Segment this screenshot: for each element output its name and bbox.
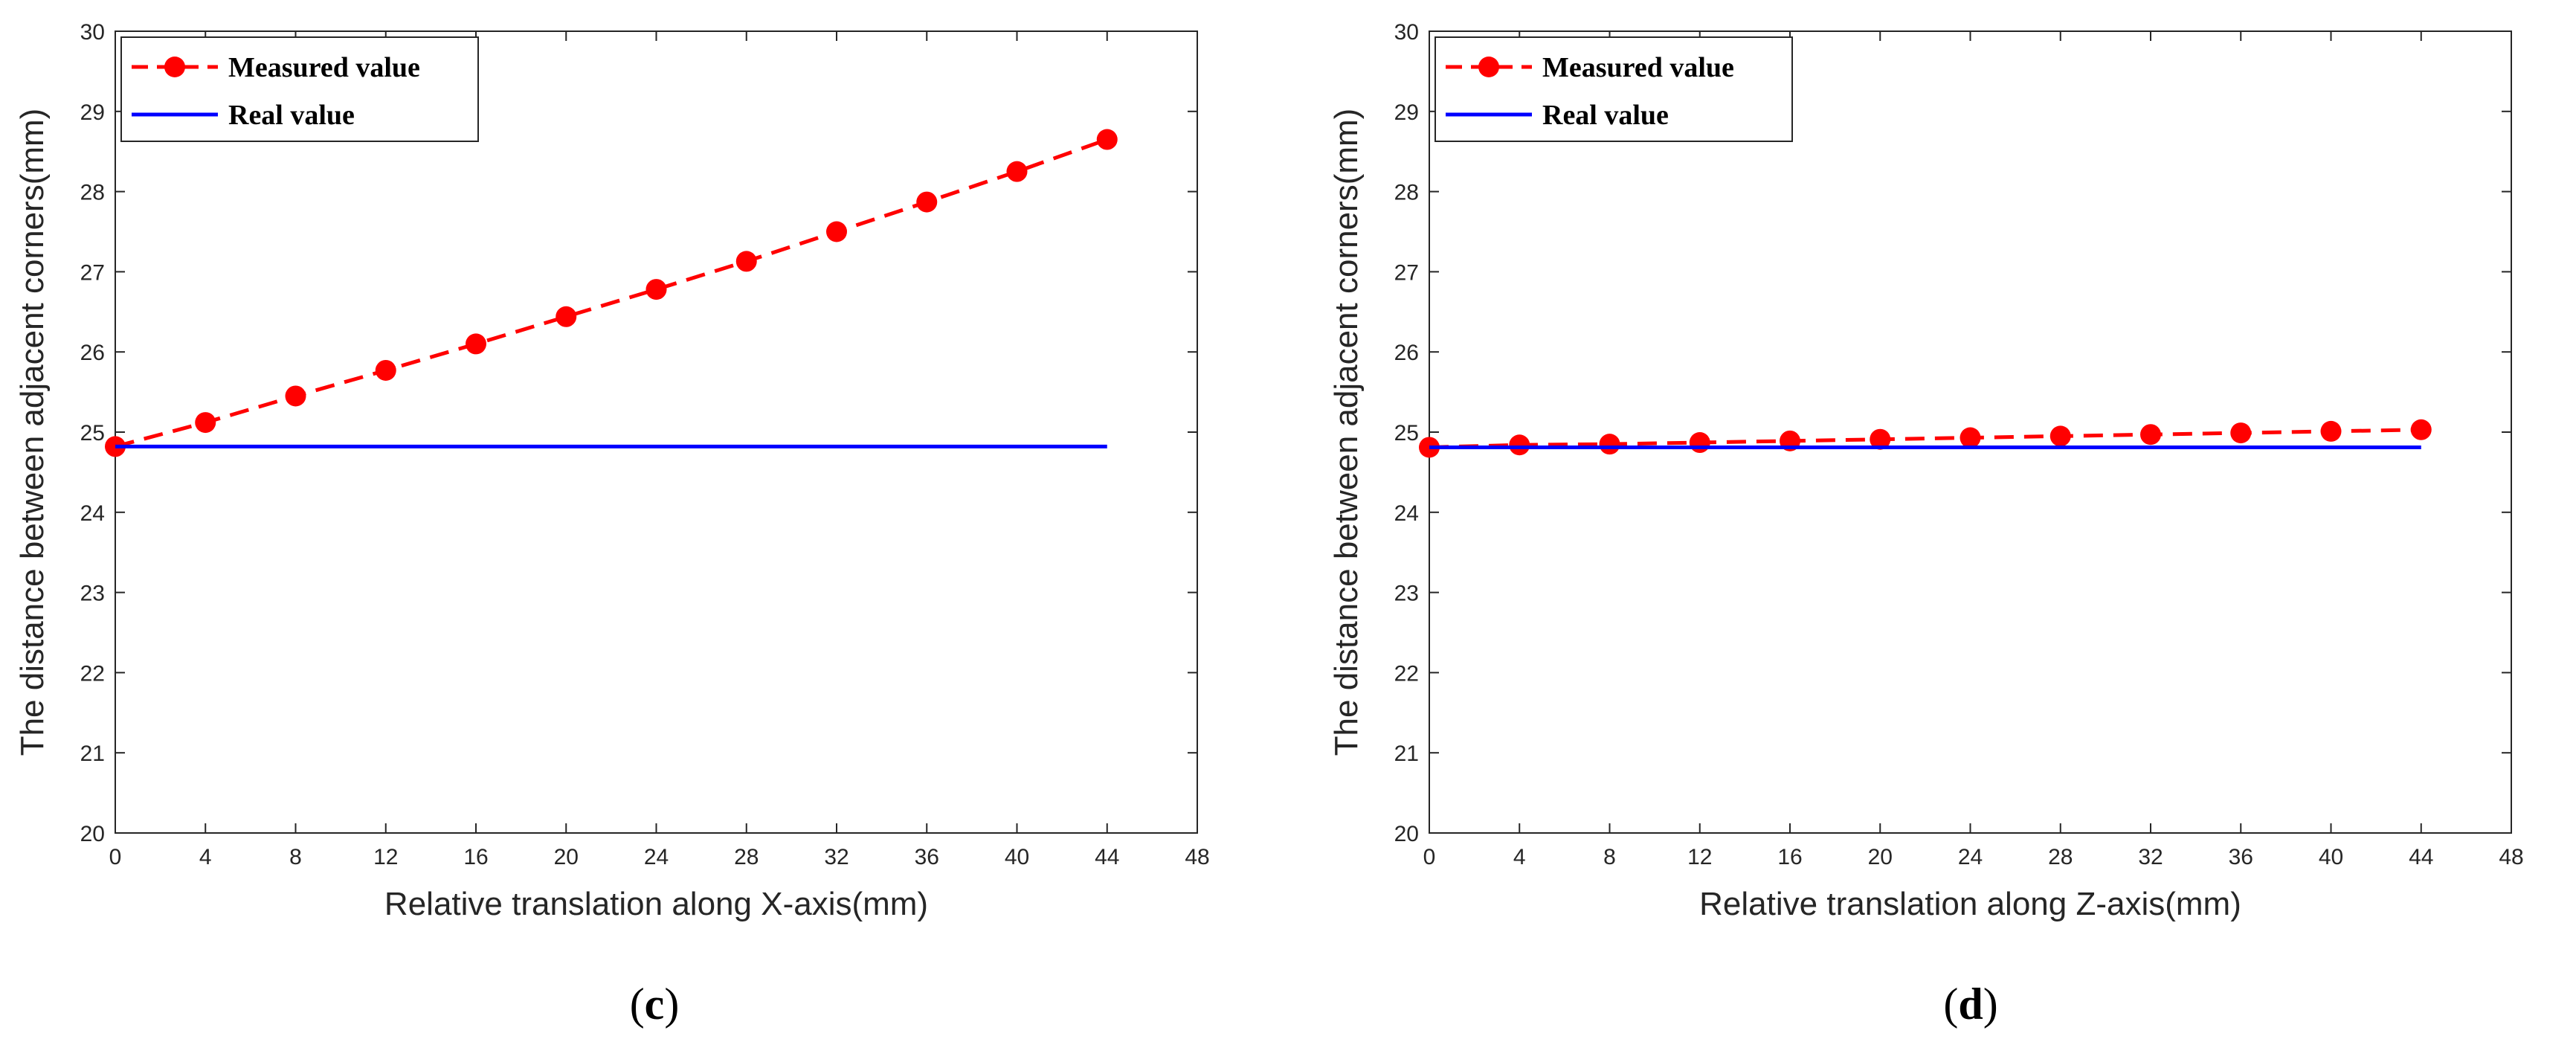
- y-tick-label: 27: [80, 260, 105, 285]
- x-tick-label: 16: [463, 845, 488, 869]
- x-tick-label: 8: [289, 845, 302, 869]
- chart-panel-d: 0 4 8 12 16 20 24 28 32 36 40 44 4820212223242526272…: [1328, 20, 2524, 1029]
- x-axis-title: Relative translation along Z-axis(mm): [1699, 886, 2241, 922]
- y-tick-label: 25: [80, 421, 105, 445]
- y-tick-label: 26: [80, 341, 105, 365]
- x-tick-label: 36: [2229, 845, 2253, 869]
- x-tick-label: 0: [1423, 845, 1436, 869]
- figure-caption-letter: c: [645, 980, 665, 1029]
- y-tick-label: 29: [80, 100, 105, 125]
- data-point-measured-value: [1096, 129, 1118, 150]
- plot-area: [115, 30, 1198, 834]
- y-tick-label: 28: [1394, 181, 1419, 205]
- y-tick-label: 24: [1394, 501, 1419, 526]
- x-tick-label: 12: [373, 845, 398, 869]
- legend-label: Real value: [228, 100, 355, 131]
- x-tick-label: 4: [1513, 845, 1526, 869]
- data-point-measured-value: [556, 306, 577, 327]
- series-line-measured-value: [1429, 428, 2421, 449]
- figure-caption: (d): [1943, 980, 1997, 1029]
- data-point-measured-value: [916, 191, 938, 213]
- data-point-measured-value: [2140, 424, 2161, 445]
- data-point-measured-value: [195, 412, 216, 434]
- x-tick-label: 16: [1777, 845, 1802, 869]
- data-point-measured-value: [826, 221, 847, 242]
- y-tick-label: 25: [1394, 421, 1419, 445]
- figure-caption-letter: d: [1958, 980, 1983, 1029]
- data-point-measured-value: [1870, 428, 1891, 450]
- y-tick-label: 21: [1394, 742, 1419, 766]
- y-tick-label: 28: [80, 181, 105, 205]
- x-tick-label: 32: [824, 845, 849, 869]
- data-point-measured-value: [1599, 434, 1620, 455]
- data-point-measured-value: [735, 251, 757, 272]
- x-tick-label: 20: [554, 845, 579, 869]
- x-tick-label: 32: [2138, 845, 2163, 869]
- y-axis-title: The distance between adjacent corners(mm…: [1328, 109, 1365, 756]
- legend-marker-measured-value: [164, 57, 185, 77]
- x-tick-label: 44: [1095, 845, 1119, 869]
- x-tick-label: 20: [1868, 845, 1893, 869]
- y-tick-label: 21: [80, 742, 105, 766]
- y-tick-label: 23: [1394, 582, 1419, 606]
- data-point-measured-value: [285, 385, 306, 407]
- y-tick-label: 27: [1394, 260, 1419, 285]
- data-point-measured-value: [1960, 427, 1981, 448]
- y-tick-label: 30: [80, 20, 105, 45]
- x-tick-label: 12: [1687, 845, 1712, 869]
- chart-panel-c: 0 4 8 12 16 20 24 28 32 36 40 44 4820212223242526272…: [14, 20, 1210, 1029]
- data-point-measured-value: [466, 333, 486, 355]
- x-tick-label: 48: [2499, 845, 2523, 869]
- data-point-measured-value: [2049, 425, 2071, 447]
- y-tick-label: 20: [80, 822, 105, 846]
- x-tick-label: 4: [199, 845, 212, 869]
- x-axis-title: Relative translation along X-axis(mm): [384, 886, 928, 922]
- y-tick-label: 22: [1394, 661, 1419, 686]
- data-point-measured-value: [2410, 419, 2432, 440]
- legend-box: [120, 36, 479, 142]
- legend-marker-measured-value: [1478, 57, 1499, 77]
- y-tick-label: 24: [80, 501, 105, 526]
- x-tick-label: 28: [2048, 845, 2073, 869]
- x-tick-label: 0: [109, 845, 122, 869]
- x-tick-label: 40: [1005, 845, 1029, 869]
- x-tick-label: 28: [734, 845, 759, 869]
- x-tick-label: 24: [1958, 845, 1983, 869]
- data-point-measured-value: [2230, 422, 2252, 444]
- legend-label: Measured value: [228, 52, 420, 83]
- y-tick-label: 23: [80, 582, 105, 606]
- legend-label: Measured value: [1542, 52, 1734, 83]
- data-point-measured-value: [2320, 420, 2342, 442]
- y-tick-label: 20: [1394, 822, 1419, 846]
- x-tick-label: 8: [1603, 845, 1616, 869]
- y-tick-label: 29: [1394, 100, 1419, 125]
- figure-caption: (c): [630, 980, 680, 1029]
- x-tick-label: 48: [1185, 845, 1209, 869]
- y-axis-title: The distance between adjacent corners(mm…: [14, 109, 51, 756]
- x-tick-label: 44: [2409, 845, 2433, 869]
- data-point-measured-value: [375, 359, 396, 381]
- y-tick-label: 22: [80, 661, 105, 686]
- y-tick-label: 30: [1394, 20, 1419, 45]
- x-tick-label: 36: [915, 845, 939, 869]
- series-line-measured-value: [115, 138, 1108, 448]
- legend-label: Real value: [1542, 100, 1669, 131]
- x-tick-label: 24: [644, 845, 669, 869]
- x-tick-label: 40: [2319, 845, 2343, 869]
- data-point-measured-value: [1689, 432, 1710, 454]
- data-point-measured-value: [645, 279, 667, 300]
- data-point-measured-value: [1006, 161, 1028, 182]
- legend-box: [1434, 36, 1793, 142]
- y-tick-label: 26: [1394, 341, 1419, 365]
- data-point-measured-value: [1509, 434, 1530, 456]
